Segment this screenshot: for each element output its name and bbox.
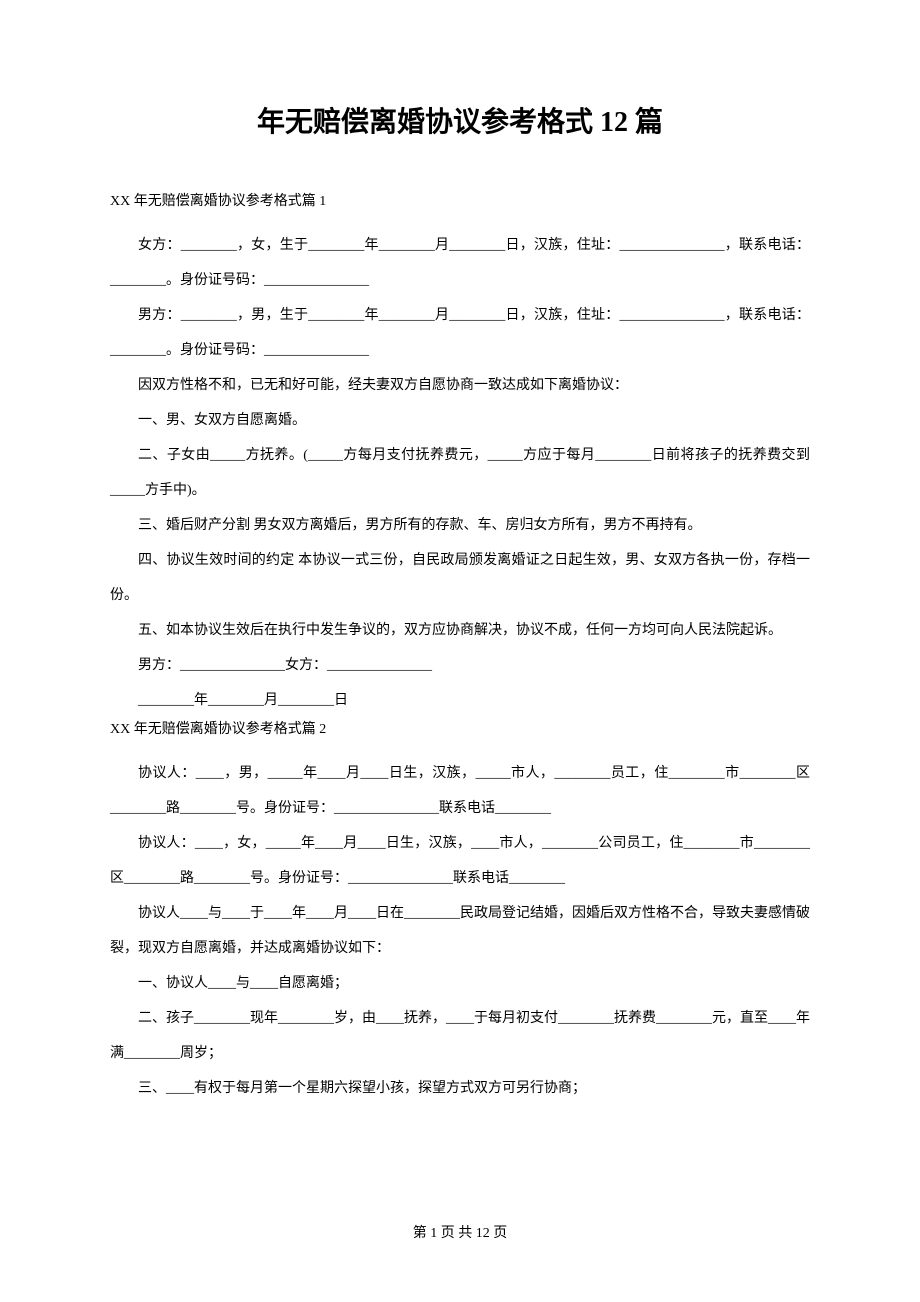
section-2-paragraph-2: 协议人：____，女，_____年____月____日生，汉族，____市人，_… [110, 826, 810, 896]
section-1-paragraph-7: 四、协议生效时间的约定 本协议一式三份，自民政局颁发离婚证之日起生效，男、女双方… [110, 543, 810, 613]
section-1-header: XX 年无赔偿离婚协议参考格式篇 1 [110, 190, 810, 210]
section-2-paragraph-6: 三、____有权于每月第一个星期六探望小孩，探望方式双方可另行协商； [110, 1071, 810, 1106]
section-2-paragraph-3: 协议人____与____于____年____月____日在________民政局… [110, 896, 810, 966]
section-1-paragraph-10: ________年________月________日 [110, 683, 810, 718]
section-1-paragraph-6: 三、婚后财产分割 男女双方离婚后，男方所有的存款、车、房归女方所有，男方不再持有… [110, 508, 810, 543]
section-1-paragraph-4: 一、男、女双方自愿离婚。 [110, 403, 810, 438]
section-1-paragraph-9: 男方：_______________女方：_______________ [110, 648, 810, 683]
section-2-paragraph-5: 二、孩子________现年________岁，由____抚养，____于每月初… [110, 1001, 810, 1071]
section-1-paragraph-1: 女方：________，女，生于________年________月______… [110, 228, 810, 298]
section-1-paragraph-3: 因双方性格不和，已无和好可能，经夫妻双方自愿协商一致达成如下离婚协议： [110, 368, 810, 403]
section-1-paragraph-8: 五、如本协议生效后在执行中发生争议的，双方应协商解决，协议不成，任何一方均可向人… [110, 613, 810, 648]
document-title: 年无赔偿离婚协议参考格式 12 篇 [110, 100, 810, 140]
section-2-header: XX 年无赔偿离婚协议参考格式篇 2 [110, 718, 810, 738]
section-2-paragraph-1: 协议人：____，男，_____年____月____日生，汉族，_____市人，… [110, 756, 810, 826]
section-2-paragraph-4: 一、协议人____与____自愿离婚； [110, 966, 810, 1001]
section-1-paragraph-2: 男方：________，男，生于________年________月______… [110, 298, 810, 368]
page-footer: 第 1 页 共 12 页 [0, 1222, 920, 1242]
section-1-paragraph-5: 二、子女由_____方抚养。(_____方每月支付抚养费元，_____方应于每月… [110, 438, 810, 508]
